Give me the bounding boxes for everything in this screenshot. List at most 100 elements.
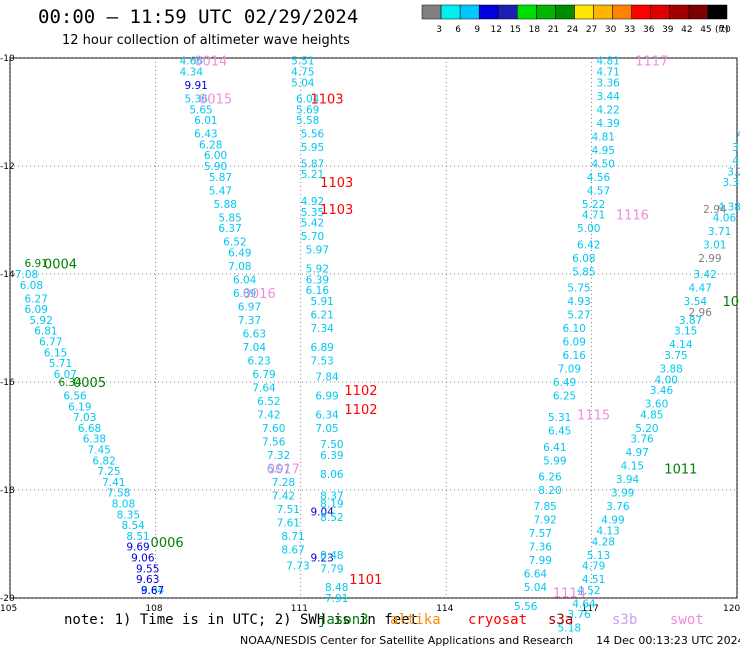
colorbar-cell: [478, 4, 499, 20]
colorbar-unit: (ft): [715, 25, 729, 35]
data-point-label: 8.51: [126, 531, 149, 543]
chart-subtitle: 12 hour collection of altimeter wave hei…: [62, 33, 350, 48]
data-point-label: 5.42: [301, 218, 324, 230]
data-point-label: 5.21: [301, 169, 324, 181]
data-point-label: 6.34: [315, 409, 339, 421]
data-point-label: 5.69: [296, 104, 319, 116]
data-point-label: 7.57: [529, 528, 552, 540]
colorbar-cell: [631, 4, 651, 20]
data-point-label: 5.70: [301, 231, 324, 243]
data-point-label: 7.32: [267, 450, 290, 462]
data-point-label: 8.35: [117, 509, 140, 521]
data-point-label: 4.15: [621, 461, 644, 473]
data-point-label: 9.55: [136, 563, 159, 575]
data-point-label: 8.71: [281, 531, 304, 543]
data-point-label: 6.52: [223, 237, 246, 249]
data-point-label: 9.04: [310, 507, 334, 519]
data-point-label: 7.25: [97, 466, 120, 478]
data-point-label: 3.36: [596, 77, 620, 89]
data-point-label: 3.54: [684, 296, 708, 308]
legend-s3a: s3a: [548, 612, 574, 628]
y-tick-label: -20: [0, 594, 15, 604]
data-point-label: 6.52: [257, 396, 280, 408]
data-point-label: 4.50: [592, 158, 615, 170]
colorbar-label: 12: [491, 25, 502, 35]
y-tick-label: -18: [0, 486, 15, 496]
data-point-label: 4.85: [640, 409, 663, 421]
data-point-label: 5.04: [524, 582, 548, 594]
generated-timestamp: 14 Dec 00:13:23 UTC 2024: [596, 634, 740, 647]
data-point-label: 8.06: [320, 469, 344, 481]
colorbar-cell: [669, 4, 690, 20]
track-label: 1011: [664, 462, 697, 477]
data-point-label: 6.79: [252, 369, 275, 381]
track-label: 1101: [349, 573, 382, 588]
data-point-label: 6.77: [39, 337, 62, 349]
data-point-label: 3.75: [664, 350, 687, 362]
track-label: 1103: [310, 93, 343, 108]
data-point-label: 6.82: [92, 455, 115, 467]
data-point-label: 3.87: [679, 315, 702, 327]
colorbar-label: 9: [474, 25, 480, 35]
data-point-label: 6.39: [320, 450, 343, 462]
data-point-label: 3.21: [727, 166, 740, 178]
data-point-label: 5.92: [306, 264, 329, 276]
data-point-label: 7.41: [102, 477, 125, 489]
data-point-label: 9.91: [184, 80, 207, 92]
colorbar-cell: [536, 4, 556, 20]
data-point-label: 6.23: [247, 355, 270, 367]
legend-swot: swot: [670, 612, 704, 628]
data-point-label: 8.84: [141, 585, 165, 597]
track-label: 1115: [577, 408, 610, 423]
data-point-label: 6.21: [310, 310, 333, 322]
data-point-label: 3.76: [630, 434, 654, 446]
colorbar-label: 42: [681, 25, 692, 35]
data-point-label: 6.04: [296, 94, 320, 106]
data-point-label: 7.34: [310, 323, 334, 335]
data-point-label: 7.04: [243, 342, 267, 354]
data-point-label: 9.67: [141, 585, 164, 597]
data-point-label: 7.50: [320, 439, 343, 451]
colorbar-label: 45: [700, 25, 711, 35]
data-point-label: 4.66: [180, 56, 204, 68]
data-point-label: 4.71: [582, 210, 605, 222]
colorbar-cell: [459, 4, 480, 20]
x-tick-label: 108: [145, 604, 162, 614]
data-point-label: 7.09: [558, 364, 581, 376]
data-point-label: 6.26: [538, 472, 562, 484]
data-point-label: 5.00: [577, 223, 600, 235]
data-point-label: 3.99: [611, 488, 634, 500]
data-point-label: 6.68: [78, 423, 101, 435]
plot-frame: [9, 57, 738, 599]
colorbar-label: 24: [567, 25, 579, 35]
data-point-label: 4.34: [180, 67, 204, 79]
data-point-label: 9.23: [310, 553, 333, 565]
data-point-label: 6.81: [34, 326, 57, 338]
data-point-label: 4.00: [655, 374, 678, 386]
data-point-label: 6.39: [306, 274, 329, 286]
data-point-label: 5.99: [543, 455, 566, 467]
data-point-label: 5.56: [514, 601, 538, 613]
data-point-label: 5.31: [548, 412, 571, 424]
data-point-label: 5.51: [291, 56, 314, 68]
credit-text: NOAA/NESDIS Center for Satellite Applica…: [240, 634, 574, 647]
data-point-label: 6.16: [563, 350, 587, 362]
data-point-label: 6.49: [553, 377, 576, 389]
colorbar-cell: [421, 4, 442, 20]
data-point-label: 5.56: [301, 129, 325, 141]
data-point-label: 4.95: [592, 145, 615, 157]
data-point-label: 3.01: [703, 239, 726, 251]
colorbar-label: 36: [643, 25, 655, 35]
data-point-label: 8.67: [281, 544, 304, 556]
data-point-label: 6.08: [20, 280, 43, 292]
data-point-label: 4.28: [592, 536, 615, 548]
data-point-label: 7.58: [107, 488, 130, 500]
y-tick-label: -10: [0, 54, 15, 64]
data-point-label: 2.94: [703, 204, 727, 216]
data-point-label: 6.63: [243, 328, 266, 340]
data-point-label: 8.37: [320, 490, 343, 502]
x-tick-label: 120: [723, 604, 740, 614]
track-label: 1116: [616, 209, 649, 224]
data-point-label: 6.89: [310, 342, 333, 354]
